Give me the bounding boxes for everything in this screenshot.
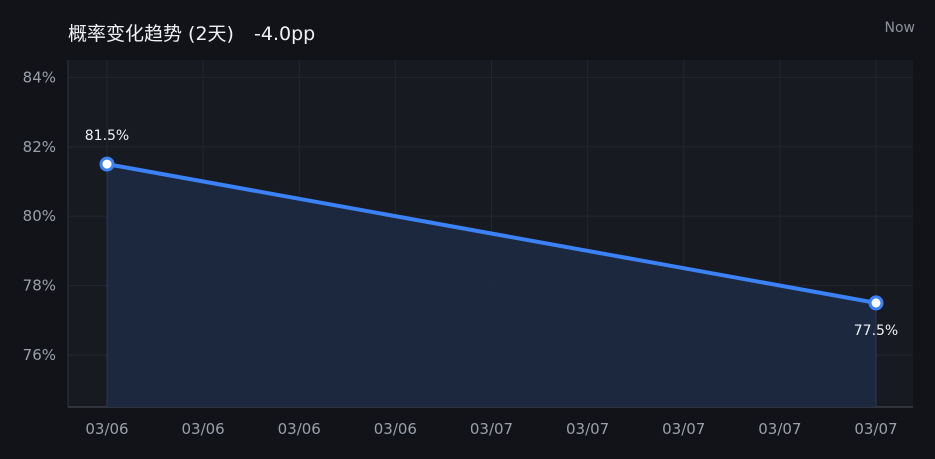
x-tick-label: 03/07 [758, 420, 801, 438]
y-tick-label: 82% [23, 138, 56, 156]
x-tick-label: 03/07 [566, 420, 609, 438]
data-label: 81.5% [85, 128, 129, 144]
chart-header: 概率变化趋势 (2天) -4.0pp Now [0, 0, 935, 58]
x-tick-label: 03/06 [85, 420, 128, 438]
y-tick-label: 84% [23, 68, 56, 86]
y-tick-label: 80% [23, 207, 56, 225]
series-line [105, 162, 878, 305]
chart-title-text: 概率变化趋势 (2天) [68, 23, 234, 45]
x-tick-label: 03/06 [278, 420, 321, 438]
y-tick-label: 78% [23, 277, 56, 295]
probability-delta: -4.0pp [254, 23, 316, 45]
x-tick-label: 03/07 [854, 420, 897, 438]
series-area [107, 164, 876, 407]
x-tick-label: 03/06 [182, 420, 225, 438]
now-label: Now [884, 20, 916, 36]
x-tick-label: 03/07 [662, 420, 705, 438]
x-tick-label: 03/07 [470, 420, 513, 438]
data-point [868, 295, 884, 311]
data-point [99, 156, 115, 172]
chart-title: 概率变化趋势 (2天) -4.0pp [68, 19, 315, 46]
data-label: 77.5% [854, 323, 898, 339]
y-tick-label: 76% [23, 346, 56, 364]
x-tick-label: 03/06 [374, 420, 417, 438]
